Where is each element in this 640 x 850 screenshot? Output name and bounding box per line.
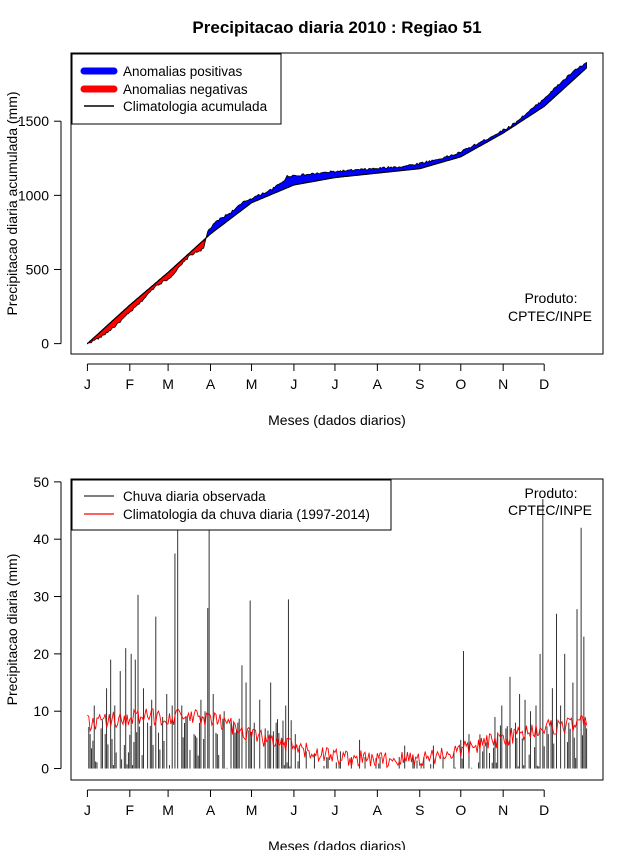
x-tick-label: O xyxy=(455,376,466,392)
x-tick-label: A xyxy=(373,376,383,392)
plot-frame xyxy=(70,52,604,355)
legend-climatology-label: Climatologia acumulada xyxy=(123,99,268,114)
plot-frame xyxy=(70,478,604,781)
x-axis-label: Meses (dados diarios) xyxy=(268,412,406,428)
x-tick-label: S xyxy=(415,802,424,818)
x-tick-label: S xyxy=(415,376,424,392)
legend: Chuva diaria observada Climatologia da ch… xyxy=(71,479,392,531)
legend-box xyxy=(71,479,392,531)
y-tick-label: 0 xyxy=(41,336,49,352)
legend: Anomalias positivas Anomalias negativas Cl… xyxy=(71,53,282,125)
y-tick-label: 30 xyxy=(33,589,49,605)
annotation-line-2: CPTEC/INPE xyxy=(508,502,592,518)
x-tick-label: M xyxy=(246,802,258,818)
x-tick-label: N xyxy=(498,376,508,392)
annotation-line-1: Produto: xyxy=(525,485,578,501)
figure-title: Precipitacao diaria 2010 : Regiao 51 xyxy=(192,18,481,37)
top-chart: J F M A M J J A S O N D Meses (dados diarios) 0 500 100… xyxy=(4,52,604,428)
x-tick-label: J xyxy=(84,376,91,392)
x-tick-label: D xyxy=(539,802,549,818)
climatology-daily-line xyxy=(87,708,588,769)
observed-bars xyxy=(88,499,588,769)
x-tick-label: J xyxy=(84,802,91,818)
legend-observed-label: Chuva diaria observada xyxy=(123,489,266,504)
x-tick-label: J xyxy=(290,802,297,818)
legend-positive-label: Anomalias positivas xyxy=(123,64,243,79)
x-tick-label: F xyxy=(126,376,135,392)
y-tick-label: 40 xyxy=(33,531,49,547)
legend-negative-label: Anomalias negativas xyxy=(123,82,248,97)
x-axis-label: Meses (dados diarios) xyxy=(268,838,406,850)
x-tick-label: O xyxy=(455,802,466,818)
x-tick-label: A xyxy=(373,802,383,818)
x-tick-label: M xyxy=(162,802,174,818)
x-tick-label: M xyxy=(246,376,258,392)
annotation-line-2: CPTEC/INPE xyxy=(508,308,592,324)
x-tick-label: F xyxy=(126,802,135,818)
x-tick-label: A xyxy=(206,376,216,392)
x-tick-label: M xyxy=(162,376,174,392)
x-tick-label: J xyxy=(290,376,297,392)
climatology-line xyxy=(87,67,588,345)
y-tick-label: 500 xyxy=(26,261,50,277)
x-tick-label: A xyxy=(206,802,216,818)
bottom-chart: J F M A M J J A S O N D Meses (dados diarios) 0 10 20 30… xyxy=(4,474,604,850)
y-axis-label: Precipitacao diaria acumulada (mm) xyxy=(4,91,20,315)
x-tick-label: D xyxy=(539,376,549,392)
x-tick-label: J xyxy=(331,376,338,392)
y-axis-label: Precipitacao diaria (mm) xyxy=(4,554,20,706)
y-tick-label: 50 xyxy=(33,474,49,490)
x-tick-label: N xyxy=(498,802,508,818)
y-tick-label: 10 xyxy=(33,703,49,719)
x-tick-label: J xyxy=(331,802,338,818)
y-tick-label: 0 xyxy=(41,761,49,777)
legend-climatology-label: Climatologia da chuva diaria (1997-2014) xyxy=(123,507,370,522)
y-tick-label: 1000 xyxy=(18,187,49,203)
y-tick-label: 20 xyxy=(33,646,49,662)
annotation-line-1: Produto: xyxy=(525,290,578,306)
y-tick-label: 1500 xyxy=(18,113,49,129)
